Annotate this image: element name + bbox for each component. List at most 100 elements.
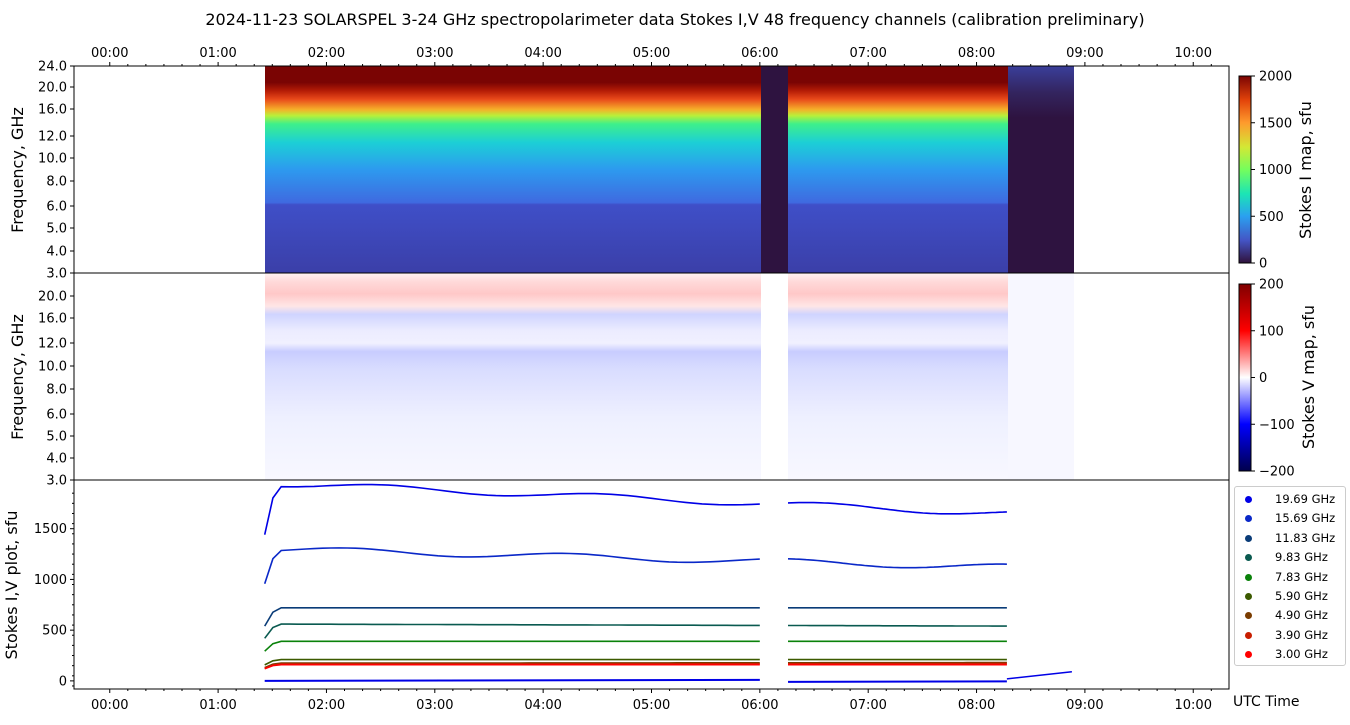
panel1-y-tick-label: 20.0: [38, 81, 67, 96]
bottom-x-tick-label: 00:00: [91, 698, 128, 713]
legend-marker: [1245, 573, 1252, 581]
colorbar-i-gradient: [1238, 75, 1252, 264]
bottom-x-tick-label: 10:00: [1175, 698, 1212, 713]
top-x-tick-label: 07:00: [849, 46, 886, 61]
stokes-v-heatmap-after-gap: [788, 273, 1008, 480]
legend-item: 5.90 GHz: [1235, 587, 1345, 605]
legend-marker: [1245, 496, 1252, 503]
series-line-15-69-GHz: [263, 547, 760, 584]
panel1-y-tick-label: 16.0: [38, 103, 67, 118]
top-x-tick-label: 10:00: [1175, 46, 1212, 61]
panel1-y-tick-label: 8.0: [46, 175, 67, 190]
bottom-x-tick-label: 09:00: [1066, 698, 1103, 713]
series-legend: 19.69 GHz 15.69 GHz 11.83 GHz 9.83 GHz 7.83 …: [1234, 486, 1346, 666]
panel1-y-tick-label: 6.0: [46, 200, 67, 215]
colorbar-stokes-i: [1238, 75, 1252, 264]
colorbar-v-tick-label: −200: [1259, 465, 1295, 480]
bottom-x-tick-label: 08:00: [958, 698, 995, 713]
legend-label: 7.83 GHz: [1275, 569, 1328, 584]
stokes-i-heatmap: [265, 66, 761, 273]
figure-title: 2024-11-23 SOLARSPEL 3-24 GHz spectropol…: [205, 10, 1145, 29]
bottom-x-tick-label: 07:00: [849, 698, 886, 713]
legend-label: 5.90 GHz: [1275, 589, 1328, 603]
series-line-15-69-GHz: [787, 558, 1007, 569]
stokes-v-trace: [788, 680, 1007, 683]
series-line-3-00-GHz: [264, 663, 760, 670]
top-x-tick-label: 06:00: [741, 46, 778, 61]
series-line-7-83-GHz: [264, 640, 760, 652]
stokes-line-series-group: [263, 483, 1072, 683]
series-line-9-83-GHz: [788, 624, 1007, 627]
colorbar-i-tick-label: 1000: [1259, 163, 1292, 178]
panel2-y-tick-label: 4.0: [46, 452, 67, 467]
legend-item: 15.69 GHz: [1235, 509, 1345, 527]
legend-label: 4.90 GHz: [1275, 608, 1328, 623]
panel1-y-tick-label: 12.0: [38, 130, 67, 145]
panel2-y-tick-label: 12.0: [38, 337, 67, 352]
panel2-y-tick-label: 10.0: [38, 360, 67, 375]
panel1-y-tick-label: 5.0: [46, 222, 67, 237]
top-x-tick-label: 03:00: [416, 46, 453, 61]
colorbar-v-label: Stokes V map, sfu: [1299, 305, 1318, 449]
top-x-tick-label: 05:00: [633, 46, 670, 61]
top-x-tick-label: 09:00: [1066, 46, 1103, 61]
panel2-y-tick-label: 6.0: [46, 408, 67, 423]
legend-item: 19.69 GHz: [1235, 490, 1345, 508]
bottom-x-tick-label: 04:00: [524, 698, 561, 713]
legend-item: 4.90 GHz: [1235, 606, 1345, 624]
stokes-v-trace: [264, 678, 760, 682]
colorbar-i-tick-label: 1500: [1259, 116, 1292, 131]
stokes-i-heatmap-after-gap: [788, 66, 1008, 273]
stokes-i-tail: [1008, 66, 1074, 273]
panel3-y-tick-label: 500: [42, 624, 67, 639]
colorbar-i-label: Stokes I map, sfu: [1296, 101, 1315, 239]
panel3-y-tick-label: 0: [59, 674, 67, 689]
colorbar-i-tick-label: 0: [1259, 257, 1267, 272]
stokes-line-plot-panel: [73, 479, 1230, 690]
legend-label: 11.83 GHz: [1275, 530, 1336, 545]
x-axis-label: UTC Time: [1233, 694, 1300, 710]
panel1-y-tick-label: 10.0: [38, 152, 67, 167]
stokes-i-map-panel: [73, 65, 1230, 274]
legend-item: 9.83 GHz: [1235, 548, 1345, 566]
legend-marker: [1245, 612, 1252, 620]
top-x-tick-label: 04:00: [524, 46, 561, 61]
panel2-y-tick-label: 8.0: [46, 383, 67, 398]
legend-item: 11.83 GHz: [1235, 529, 1345, 547]
legend-marker: [1245, 534, 1252, 542]
series-line-5-90-GHz: [264, 658, 760, 666]
panel3-y-tick-label: 1000: [34, 573, 67, 588]
top-x-tick-label: 00:00: [91, 46, 128, 61]
top-x-tick-label: 08:00: [958, 46, 995, 61]
axes-group: 00:00 00:00 01:00 01:00 02:00 02:00 03:00 03:00…: [2, 46, 1212, 713]
panel1-y-tick-label: 24.0: [38, 60, 67, 75]
top-x-tick-label: 01:00: [199, 46, 236, 61]
legend-marker: [1245, 631, 1252, 639]
legend-item: 3.00 GHz: [1235, 645, 1345, 663]
panel3-y-tick-label: 1500: [34, 522, 67, 537]
panel1-y-axis-label: Frequency, GHz: [8, 107, 27, 233]
colorbar-i-tick-label: 500: [1259, 210, 1284, 225]
legend-marker: [1245, 651, 1252, 659]
panel1-y-tick-label: 3.0: [46, 267, 67, 282]
series-line-11-83-GHz: [264, 606, 760, 627]
bottom-x-tick-label: 06:00: [741, 698, 778, 713]
legend-item: 3.90 GHz: [1235, 626, 1345, 644]
bottom-x-tick-label: 03:00: [416, 698, 453, 713]
series-line-19-69-GHz: [787, 501, 1007, 515]
colorbar-v-tick-label: 200: [1259, 278, 1284, 293]
panel2-y-tick-label: 3.0: [46, 474, 67, 489]
legend-marker: [1245, 593, 1252, 600]
legend-label: 15.69 GHz: [1275, 511, 1336, 526]
tail-trace: [1006, 671, 1072, 680]
stokes-v-map-panel: [73, 272, 1230, 481]
bottom-x-tick-label: 02:00: [308, 698, 345, 713]
series-line-9-83-GHz: [264, 623, 760, 639]
colorbar-v-tick-label: 100: [1259, 324, 1284, 339]
legend-marker: [1245, 515, 1252, 523]
colorbar-v-tick-label: −100: [1259, 418, 1295, 433]
panel2-y-tick-label: 5.0: [46, 430, 67, 445]
panel2-y-tick-label: 16.0: [38, 312, 67, 327]
legend-item: 7.83 GHz: [1235, 568, 1345, 586]
